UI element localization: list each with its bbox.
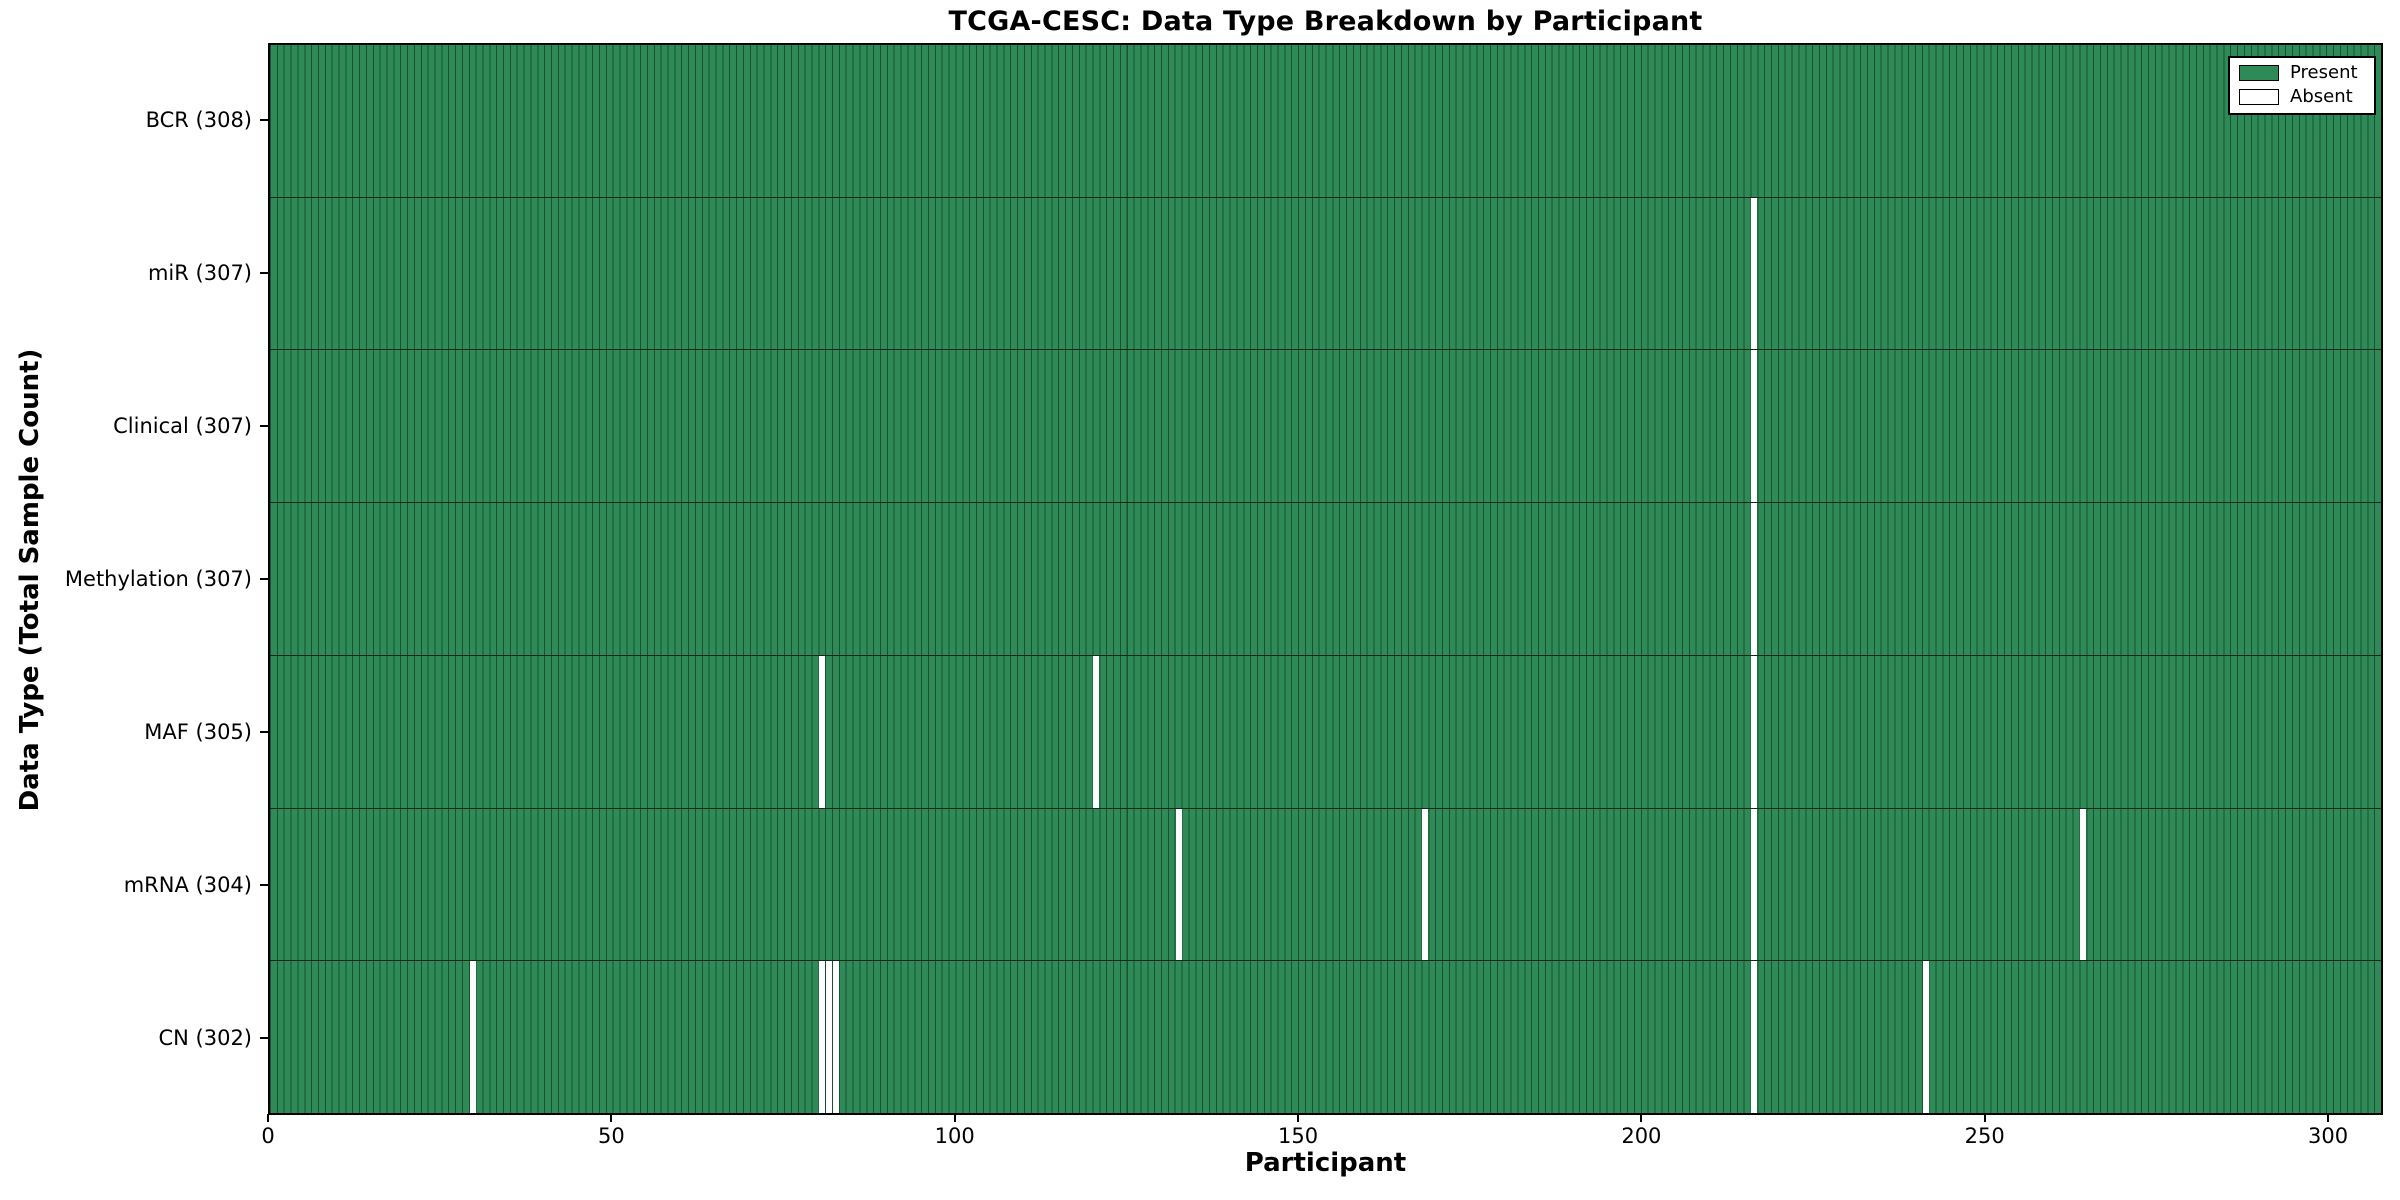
x-tick-mark <box>610 1114 613 1122</box>
x-axis-ticks <box>267 1114 2383 1123</box>
data-row-BCR <box>270 45 2381 198</box>
legend-label: Present <box>2290 62 2358 83</box>
y-tick-mark <box>260 118 268 121</box>
y-tick-label-CN: CN (302) <box>158 1026 252 1051</box>
absent-bar <box>1751 197 1758 350</box>
legend: Present Absent <box>2228 56 2376 115</box>
y-tick-label-mRNA: mRNA (304) <box>123 873 252 898</box>
legend-item-present: Present <box>2239 64 2365 82</box>
absent-swatch-icon <box>2239 89 2279 105</box>
x-tick-label-250: 250 <box>1964 1124 2005 1148</box>
legend-item-absent: Absent <box>2239 88 2365 106</box>
x-tick-mark <box>1297 1114 1300 1122</box>
x-tick-label-100: 100 <box>934 1124 975 1148</box>
y-tick-mark <box>260 578 268 580</box>
x-axis-tick-labels: 0 50 100 150 200 250 300 <box>261 1124 2383 1152</box>
x-tick-label-150: 150 <box>1277 1124 1319 1148</box>
x-tick-label-50: 50 <box>597 1124 625 1148</box>
x-tick-label-300: 300 <box>2308 1124 2349 1148</box>
absent-bar <box>1422 808 1429 961</box>
x-tick-mark <box>1640 1114 1643 1122</box>
data-row-miR <box>270 197 2381 351</box>
data-row-Methylation <box>270 503 2381 656</box>
x-tick-mark <box>267 1114 269 1122</box>
absent-bar <box>2080 808 2087 961</box>
plot-area <box>268 43 2383 1115</box>
y-tick-label-miR: miR (307) <box>147 260 252 285</box>
y-tick-label-Clinical: Clinical (307) <box>113 413 252 438</box>
x-tick-label-0: 0 <box>261 1124 275 1148</box>
x-tick-label-200: 200 <box>1621 1124 1662 1148</box>
present-swatch-icon <box>2239 65 2279 81</box>
y-tick-label-MAF: MAF (305) <box>144 720 252 745</box>
absent-bar <box>1751 808 1758 961</box>
y-tick-mark <box>260 271 268 274</box>
absent-bar <box>1751 350 1758 503</box>
y-tick-mark <box>260 1037 268 1040</box>
y-tick-mark <box>260 424 268 427</box>
x-tick-mark <box>1983 1114 1986 1122</box>
absent-bar <box>1175 808 1182 961</box>
legend-label: Absent <box>2290 86 2353 107</box>
chart-title: TCGA-CESC: Data Type Breakdown by Partic… <box>948 6 1703 37</box>
absent-bar <box>1751 655 1758 808</box>
absent-bar <box>826 961 832 1114</box>
absent-bar <box>1922 961 1929 1114</box>
x-tick-mark <box>2327 1114 2330 1122</box>
y-tick-label-Methylation: Methylation (307) <box>64 567 252 591</box>
x-axis-title: Participant <box>1244 1148 1407 1178</box>
absent-bar <box>819 961 826 1114</box>
y-axis-ticks <box>260 43 268 1115</box>
absent-bar <box>833 961 839 1114</box>
absent-bar <box>1093 655 1100 808</box>
absent-bar <box>1751 503 1758 655</box>
x-tick-mark <box>953 1114 956 1122</box>
absent-bar <box>469 961 476 1114</box>
y-tick-mark <box>260 731 268 734</box>
data-row-CN <box>270 961 2381 1114</box>
data-row-MAF <box>270 655 2381 809</box>
y-axis-tick-labels: BCR (308) miR (307) Clinical (307) Methylat… <box>0 43 252 1115</box>
y-tick-label-BCR: BCR (308) <box>145 107 252 132</box>
absent-bar <box>1751 961 1758 1114</box>
data-row-Clinical <box>270 350 2381 504</box>
data-row-mRNA <box>270 808 2381 962</box>
y-tick-mark <box>260 884 268 887</box>
absent-bar <box>819 655 826 808</box>
